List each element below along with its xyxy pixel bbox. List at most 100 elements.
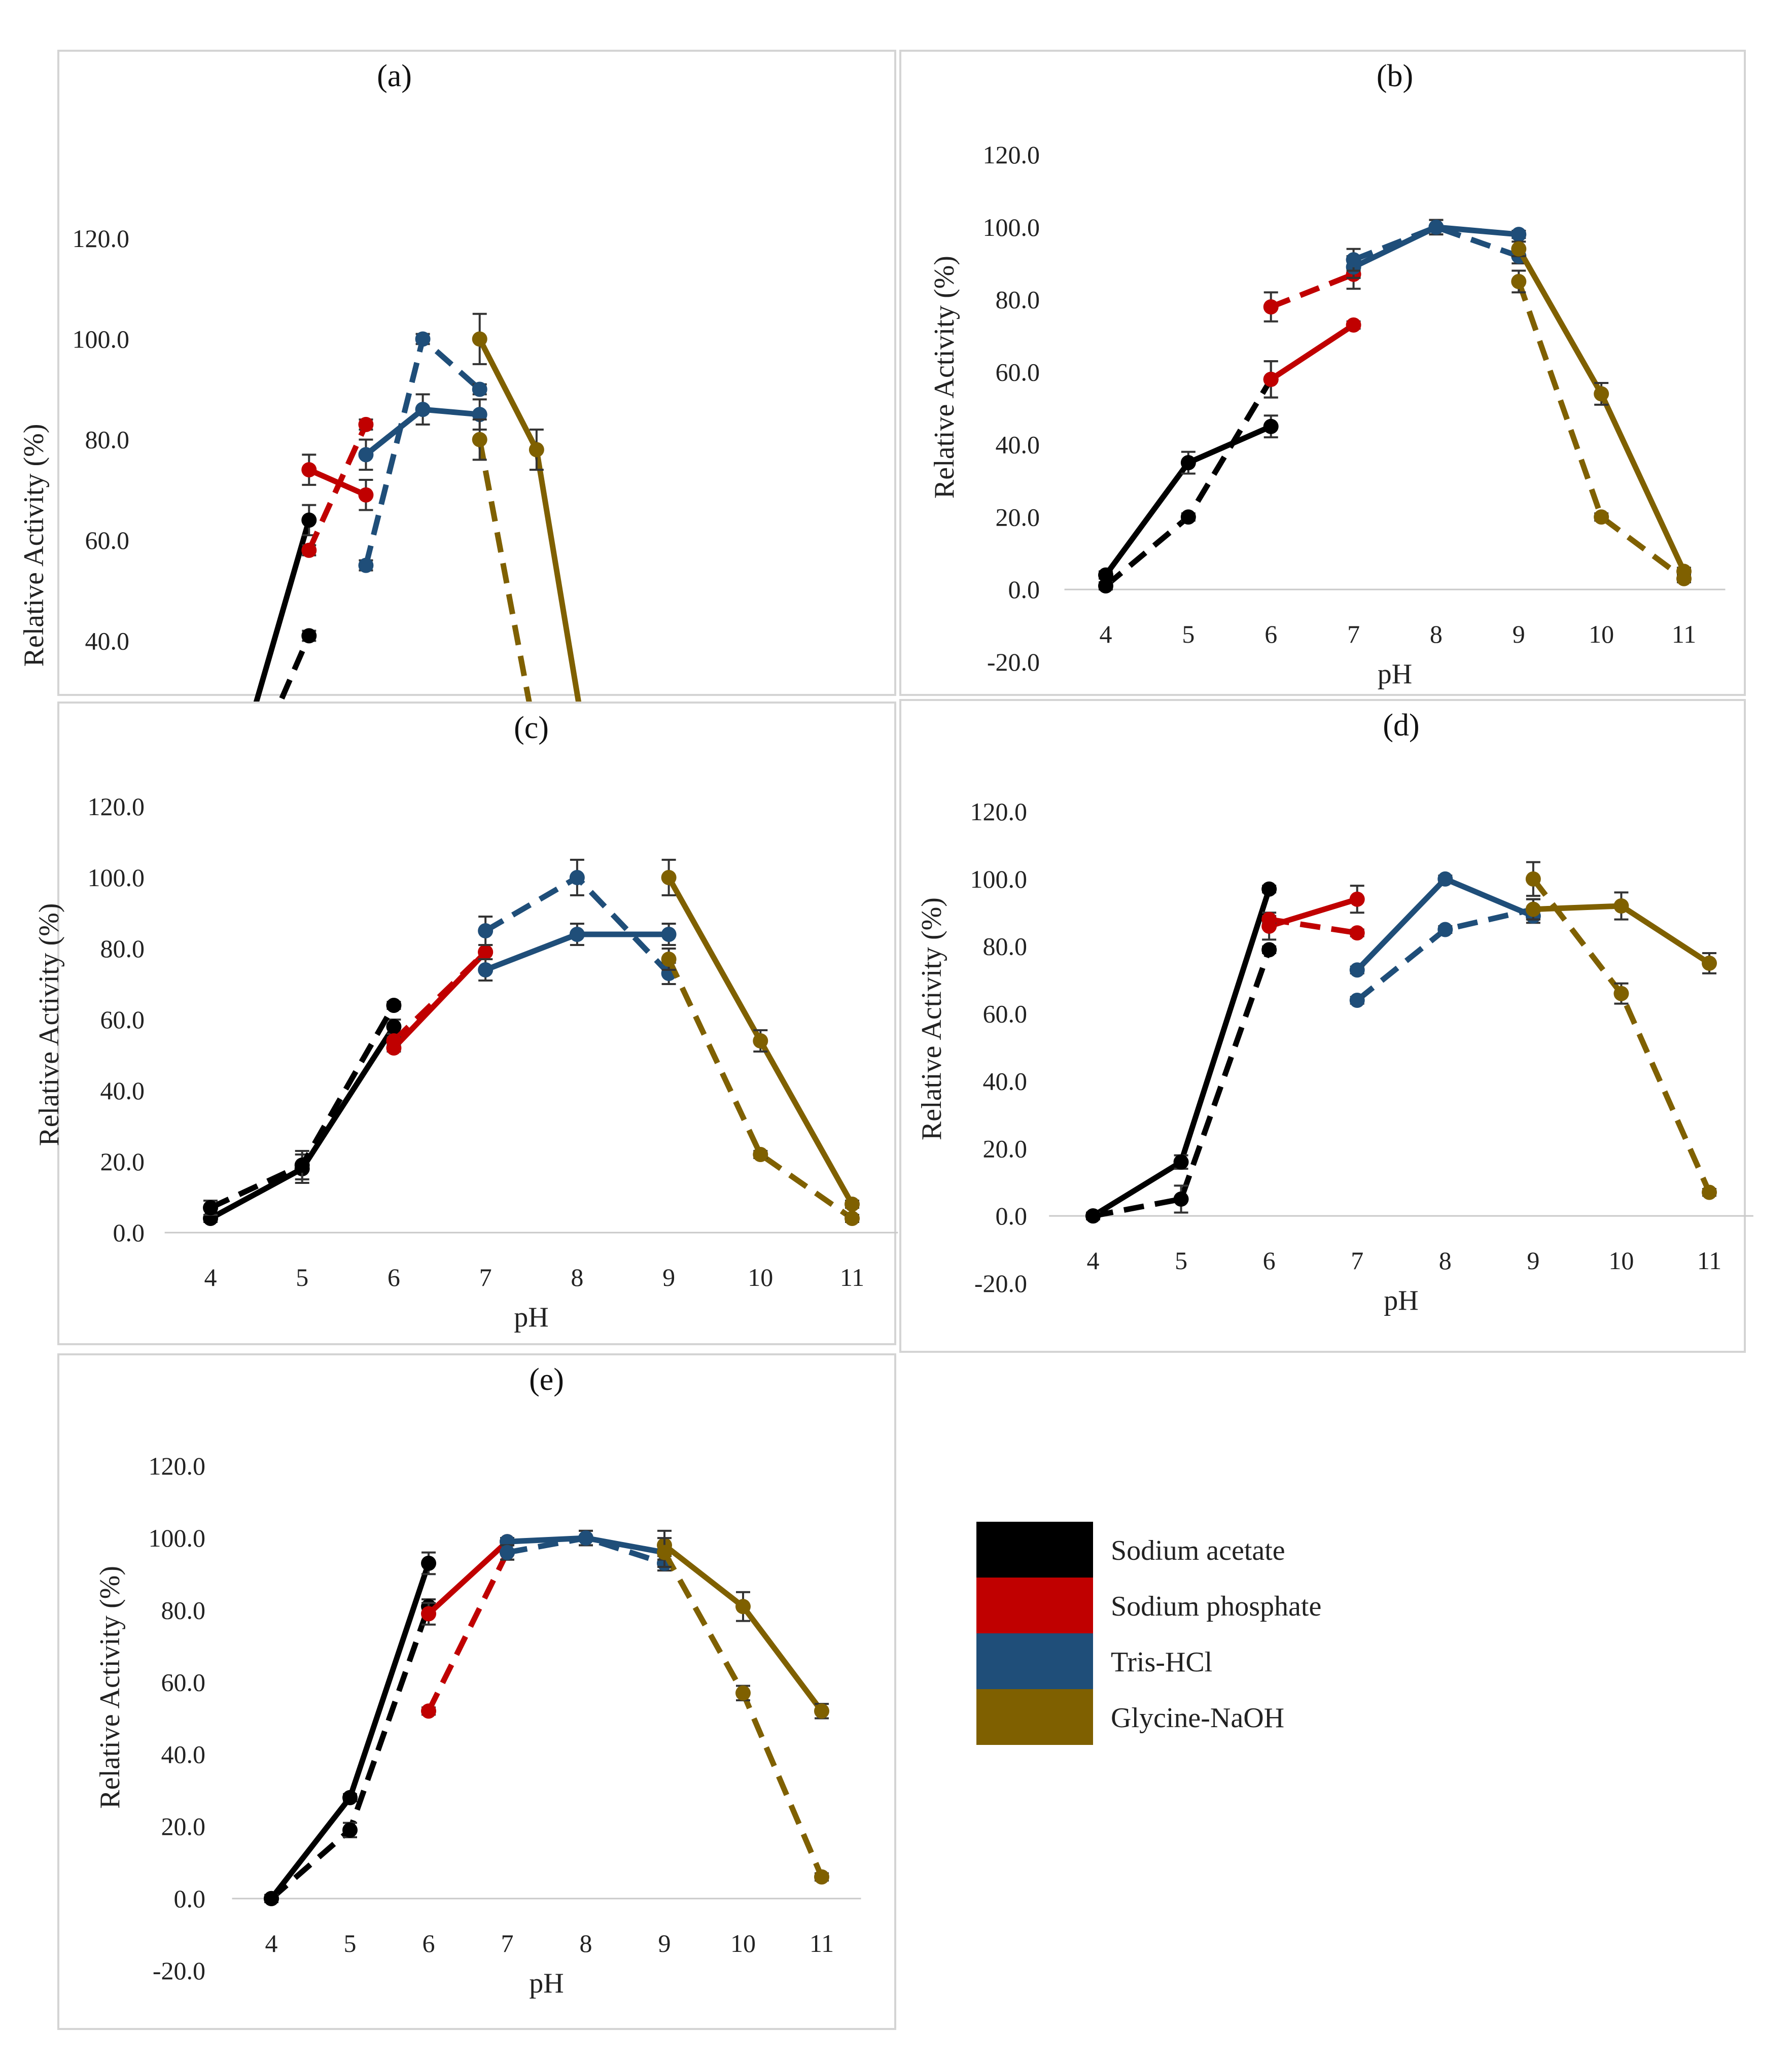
data-point [1263,299,1279,314]
data-point [358,557,374,573]
x-tick-label: 5 [296,1263,308,1291]
series-tris-hcl-solid [478,923,677,982]
data-point [1702,1184,1717,1200]
series-line [666,958,854,1221]
series-line [427,1539,509,1616]
data-point [657,1545,672,1560]
series-sodium-acetate-dashed [1085,942,1277,1224]
data-point [1594,386,1609,402]
y-tick-label: 100.0 [149,1524,206,1552]
x-tick-label: 10 [1589,620,1614,648]
x-tick-label: 11 [1697,1246,1721,1275]
series-glycine-naoh-dashed [661,948,860,1226]
x-tick-label: 11 [810,1929,834,1957]
data-point [301,462,317,478]
legend: Sodium acetate Sodium phosphate Tris-HCl… [976,1522,1321,1745]
legend-label-sodium-phosphate: Sodium phosphate [1111,1591,1321,1622]
y-tick-label: 100.0 [983,213,1040,241]
y-tick-label: 40.0 [161,1740,206,1769]
y-tick-label: 100.0 [73,325,130,353]
x-tick-label: 7 [479,1263,492,1291]
legend-swatch-sodium-acetate [976,1522,1093,1578]
data-point [342,1822,358,1838]
legend-label-glycine-naoh: Glycine-NaOH [1111,1702,1284,1734]
data-point [569,870,585,885]
x-tick-label: 7 [1347,620,1360,648]
data-point [735,1685,751,1701]
x-tick-label: 5 [344,1929,357,1957]
x-tick-label: 9 [662,1263,675,1291]
y-tick-label: 80.0 [100,934,145,963]
y-tick-label: 120.0 [88,792,145,821]
data-point [1511,227,1527,242]
panel-title: (b) [1377,59,1413,93]
y-tick-label: 0.0 [113,1218,145,1247]
data-point [1346,252,1361,268]
series-line [1092,949,1272,1219]
x-tick-label: 7 [1351,1246,1363,1275]
y-axis-title: Relative Activity (%) [18,424,50,667]
data-point [1263,371,1279,387]
series-line [1269,323,1355,382]
data-point [753,1147,768,1162]
data-point [472,381,487,397]
panel-c: (c) 0.0 20.0 40.0 60.0 80.0 100.0 120.0 4 5 6 7 8 9 10… [33,702,898,1345]
y-tick-label: 80.0 [996,286,1040,314]
data-point [358,416,374,432]
data-point [814,1869,829,1885]
x-tick-label: 6 [1263,1246,1276,1275]
y-tick-label: 120.0 [970,797,1028,826]
data-point [1349,925,1365,941]
x-tick-label: 9 [1513,620,1525,648]
x-axis-title: pH [1378,658,1412,690]
y-tick-label: 100.0 [88,863,145,892]
series-sodium-phosphate-dashed [301,416,374,558]
x-tick-label: 10 [1608,1246,1634,1275]
y-tick-label: 80.0 [85,426,130,454]
data-point [1261,942,1277,958]
data-point [1613,986,1629,1001]
data-point [301,512,317,528]
series-tris-hcl-solid [358,393,487,471]
y-tick-label: 20.0 [100,1147,145,1176]
data-point [1261,881,1277,897]
y-tick-label: 40.0 [85,626,130,655]
x-tick-label: 4 [204,1263,217,1291]
series-tris-hcl-dashed [478,859,677,985]
y-axis-title: Relative Activity (%) [33,903,65,1146]
data-point [1180,455,1196,471]
y-tick-label: -20.0 [974,1269,1027,1298]
x-axis-title: pH [514,1302,548,1333]
x-tick-label: 10 [730,1929,756,1957]
data-point [203,1200,218,1215]
data-point [578,1530,593,1546]
data-point [500,1545,515,1560]
x-tick-label: 10 [748,1263,773,1291]
x-tick-label: 6 [1264,620,1277,648]
data-point [1085,1208,1101,1224]
panel-frame [57,1353,896,2030]
legend-label-tris-hcl: Tris-HCl [1111,1647,1212,1678]
x-tick-label: 4 [1087,1246,1100,1275]
panel-b: (b) -20.0 0.0 20.0 40.0 60.0 80.0 100.0 120.0 4 5 6… [899,50,1746,696]
y-tick-label: 0.0 [996,1202,1028,1230]
data-point [472,432,487,447]
series-glycine-naoh-dashed [1511,269,1692,586]
data-point [1261,912,1277,927]
data-point [1594,509,1609,525]
data-point [1525,871,1541,887]
data-point [1346,317,1361,333]
series-glycine-naoh-solid [661,859,860,1212]
series-glycine-naoh-solid [657,1529,829,1720]
data-point [1511,241,1527,257]
data-point [1349,962,1365,978]
data-point [661,870,677,885]
x-tick-label: 11 [840,1263,864,1291]
data-point [1613,898,1629,914]
series-glycine-naoh-dashed [657,1537,829,1885]
x-tick-label: 8 [580,1929,592,1957]
panel-title: (e) [529,1362,564,1397]
x-axis-title: pH [529,1968,564,1999]
data-point [358,487,374,503]
